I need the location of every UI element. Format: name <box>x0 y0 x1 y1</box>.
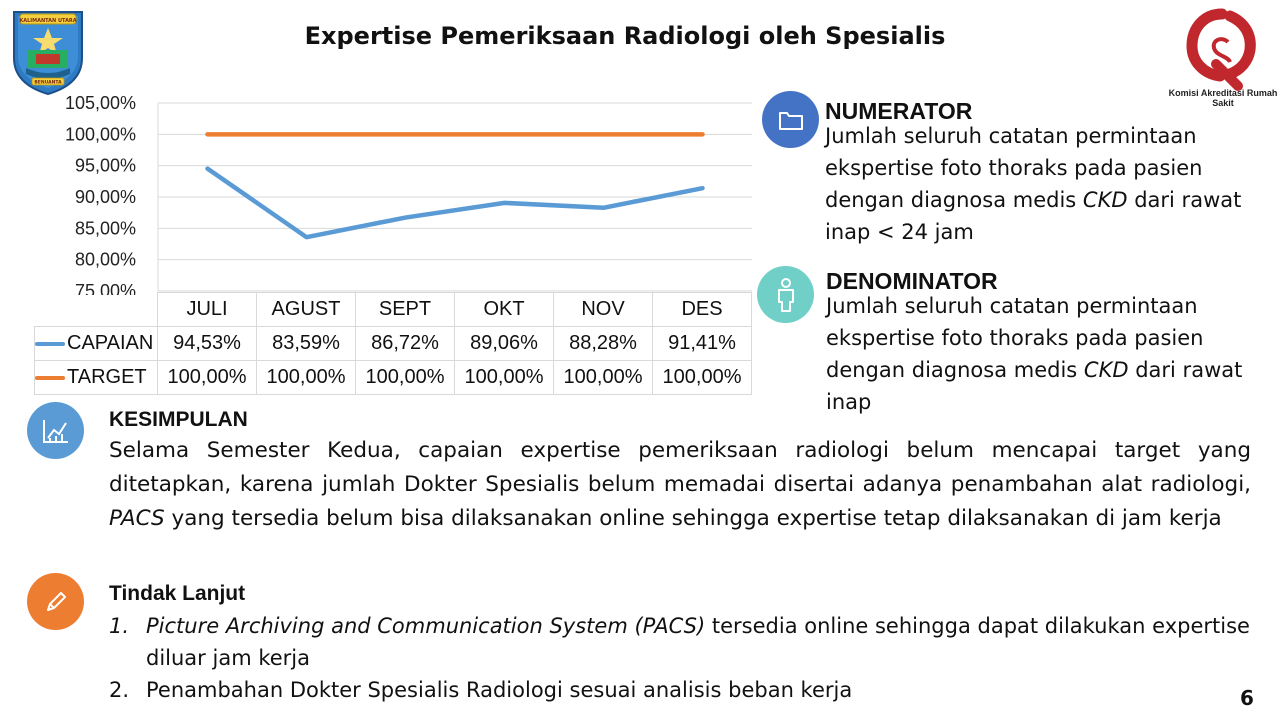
kars-logo <box>1186 8 1256 91</box>
data-label: 100,00% <box>652 360 752 395</box>
denominator-line: dari rawat <box>1135 358 1243 382</box>
folder-icon <box>762 91 819 148</box>
kesimpulan-part2: yang tersedia belum bisa dilaksanakan on… <box>171 506 1222 531</box>
data-label: 91,41% <box>652 326 752 361</box>
legend-capaian: CAPAIAN <box>34 326 158 361</box>
kesimpulan-part1: Selama Semester Kedua, capaian expertise… <box>109 438 1251 497</box>
denominator-line: inap <box>826 390 872 414</box>
table-header-row: JULI AGUST SEPT OKT NOV DES <box>35 292 752 327</box>
list-number: 2. <box>109 678 130 702</box>
data-label: 86,72% <box>355 326 455 361</box>
chart-icon <box>27 402 84 459</box>
kesimpulan-italic: PACS <box>109 506 165 531</box>
y-tick-label: 75,00% <box>75 281 136 295</box>
category-label: JULI <box>157 292 257 327</box>
numerator-line: Jumlah seluruh catatan permintaan <box>825 124 1197 148</box>
person-icon <box>757 266 814 323</box>
emblem-ribbon-text: KALIMANTAN UTARA <box>19 18 76 24</box>
numerator-italic: CKD <box>1082 188 1128 212</box>
denominator-heading: DENOMINATOR <box>826 268 998 294</box>
series-name: CAPAIAN <box>67 332 154 354</box>
category-label: OKT <box>454 292 554 327</box>
category-label: AGUST <box>256 292 356 327</box>
page-number: 6 <box>1240 686 1254 710</box>
chart-series <box>205 132 705 240</box>
pencil-icon <box>27 573 84 630</box>
table-corner <box>35 293 158 327</box>
denominator-line: dengan diagnosa medis <box>826 358 1078 382</box>
y-tick-label: 85,00% <box>75 218 136 238</box>
category-label: DES <box>652 292 752 327</box>
denominator-line: ekspertise foto thoraks pada pasien <box>826 326 1204 350</box>
tindak-lanjut-heading: Tindak Lanjut <box>109 582 246 605</box>
denominator-line: Jumlah seluruh catatan permintaan <box>826 294 1198 318</box>
numerator-line: ekspertise foto thoraks pada pasien <box>825 156 1203 180</box>
numerator-line: inap < 24 jam <box>825 220 974 244</box>
line-chart: 75,00% 80,00% 85,00% 90,00% 95,00% 100,00% 105… <box>65 93 752 295</box>
numerator-line: dengan diagnosa medis <box>825 188 1077 212</box>
y-axis-ticks: 75,00% 80,00% 85,00% 90,00% 95,00% 100,00% 105… <box>65 93 136 295</box>
numerator-line: dari rawat <box>1134 188 1242 212</box>
kalimantan-utara-emblem-logo: KALIMANTAN UTARA BENUANTA <box>13 11 83 96</box>
data-label: 100,00% <box>553 360 653 395</box>
category-label: SEPT <box>355 292 455 327</box>
category-label: NOV <box>553 292 653 327</box>
list-number: 1. <box>109 614 130 638</box>
y-tick-label: 105,00% <box>65 93 136 113</box>
data-label: 100,00% <box>454 360 554 395</box>
tindak-lanjut-list: 1. Picture Archiving and Communication Sy… <box>109 610 1274 706</box>
kesimpulan-text: Selama Semester Kedua, capaian expertise… <box>109 434 1251 536</box>
series-line-capaian <box>205 166 705 240</box>
legend-target: TARGET <box>34 360 158 395</box>
emblem-bottom-text: BENUANTA <box>34 80 62 86</box>
data-label: 100,00% <box>256 360 356 395</box>
data-label: 89,06% <box>454 326 554 361</box>
list-item: 1. Picture Archiving and Communication Sy… <box>109 610 1274 674</box>
list-item: 2. Penambahan Dokter Spesialis Radiologi … <box>109 674 1274 706</box>
denominator-italic: CKD <box>1083 358 1129 382</box>
slide-title: Expertise Pemeriksaan Radiologi oleh Spe… <box>304 22 946 50</box>
numerator-heading: NUMERATOR <box>825 98 973 124</box>
table-row-capaian: CAPAIAN 94,53% 83,59% 86,72% 89,06% 88,2… <box>34 326 752 361</box>
kesimpulan-heading: KESIMPULAN <box>109 408 248 431</box>
kars-caption: Komisi Akreditasi Rumah Sakit <box>1168 88 1278 108</box>
list-item-italic: Picture Archiving and Communication Syst… <box>146 614 706 638</box>
numerator-text: Jumlah seluruh catatan permintaan eksper… <box>825 120 1265 248</box>
legend-line-capaian <box>35 341 65 346</box>
chart-data-table: JULI AGUST SEPT OKT NOV DES CAPAIAN 94,5… <box>34 292 752 395</box>
data-label: 100,00% <box>157 360 257 395</box>
data-label: 88,28% <box>553 326 653 361</box>
y-tick-label: 80,00% <box>75 250 136 270</box>
series-name: TARGET <box>67 366 147 388</box>
table-row-target: TARGET 100,00% 100,00% 100,00% 100,00% 1… <box>34 360 752 395</box>
data-label: 100,00% <box>355 360 455 395</box>
y-tick-label: 90,00% <box>75 187 136 207</box>
data-label: 94,53% <box>157 326 257 361</box>
data-label: 83,59% <box>256 326 356 361</box>
legend-line-target <box>35 375 65 380</box>
y-tick-label: 95,00% <box>75 156 136 176</box>
list-item-text: tersedia online sehingga dapat dilakukan… <box>146 614 1250 670</box>
y-tick-label: 100,00% <box>65 124 136 144</box>
denominator-text: Jumlah seluruh catatan permintaan eksper… <box>826 290 1266 418</box>
list-item-text: Penambahan Dokter Spesialis Radiologi se… <box>146 678 853 702</box>
